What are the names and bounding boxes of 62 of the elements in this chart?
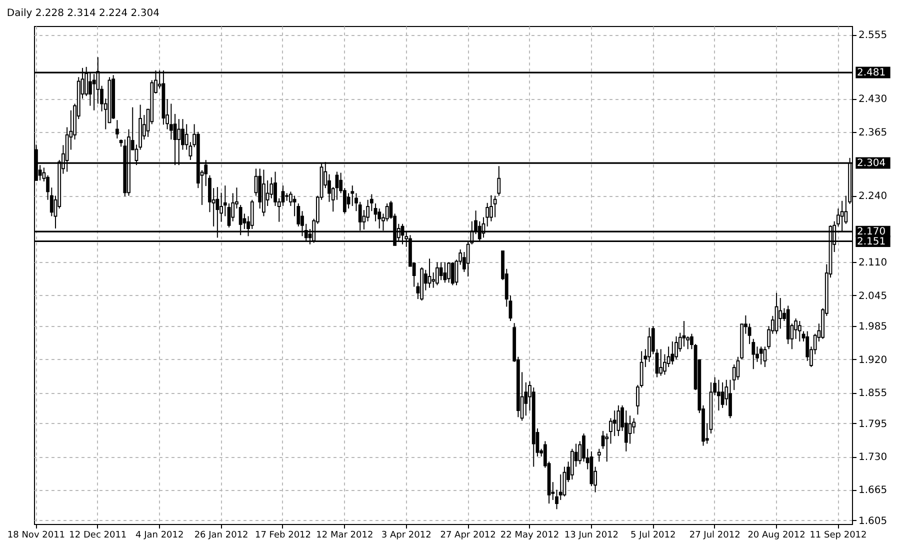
x-tick-label: 27 Jul 2012 [689,530,740,540]
candlestick [439,262,443,281]
x-tick-label: 27 Apr 2012 [440,530,496,540]
candlestick [716,379,720,411]
candlestick [624,410,628,452]
y-tick-label: 2.110 [858,258,888,269]
x-tick-label: 22 May 2012 [500,530,560,540]
ref-line-label: 2.481 [857,68,886,79]
candlestick [601,430,605,450]
candlestick [115,120,119,139]
candlestick [281,185,285,206]
y-tick-label: 1.855 [858,388,888,400]
y-tick-label: 1.985 [858,322,888,333]
candlestick [670,340,674,365]
x-tick-label: 3 Apr 2012 [381,530,432,540]
candlestick [432,272,436,288]
x-tick-label: 5 Jul 2012 [630,530,676,540]
candlestick [659,348,663,376]
candlestick [374,202,378,222]
candlestick [443,262,447,284]
candlestick [798,320,802,342]
ref-line-label: 2.170 [857,226,886,238]
x-tick-label: 12 Mar 2012 [316,530,374,540]
candlestick [720,382,724,408]
candlestick [385,202,389,222]
chart-title: Daily 2.228 2.314 2.224 2.304 [6,8,160,19]
x-tick-label: 17 Feb 2012 [254,530,311,540]
candlestick [227,202,231,228]
y-tick-label: 1.730 [858,452,888,464]
candlestick [346,192,350,210]
y-tick-label: 2.555 [858,30,888,42]
candlestick [682,320,686,348]
candlestick [778,298,782,330]
candlestick [450,262,454,286]
candlestick [169,103,173,140]
ref-line-label: 2.304 [857,158,886,170]
x-tick-label: 26 Jan 2012 [194,530,248,540]
x-tick-label: 13 Jun 2012 [564,530,619,540]
x-tick-label: 18 Nov 2011 [7,530,66,540]
y-tick-label: 1.605 [858,516,888,527]
candlestick [597,448,601,462]
candlestick [558,474,562,500]
candlestick [428,258,432,288]
y-tick-label: 2.430 [858,94,888,106]
x-tick-label: 20 Aug 2012 [748,530,806,540]
candlestick [612,410,616,437]
candlestick [759,346,763,365]
candlestick [616,404,620,437]
y-tick-label: 1.665 [858,485,888,496]
x-tick-label: 4 Jan 2012 [135,530,184,540]
y-tick-label: 2.365 [858,127,888,138]
candlestick [497,166,501,196]
x-tick-label: 11 Sep 2012 [810,530,867,540]
candlestick [436,262,439,286]
x-tick-label: 12 Dec 2011 [69,530,127,540]
ref-line-label: 2.151 [857,236,886,248]
candlestick [493,195,497,218]
y-tick-label: 2.240 [858,191,888,202]
y-tick-label: 2.045 [858,290,888,302]
y-tick-label: 1.920 [858,354,888,366]
candlestick [447,262,450,284]
y-tick-label: 1.795 [858,418,888,430]
